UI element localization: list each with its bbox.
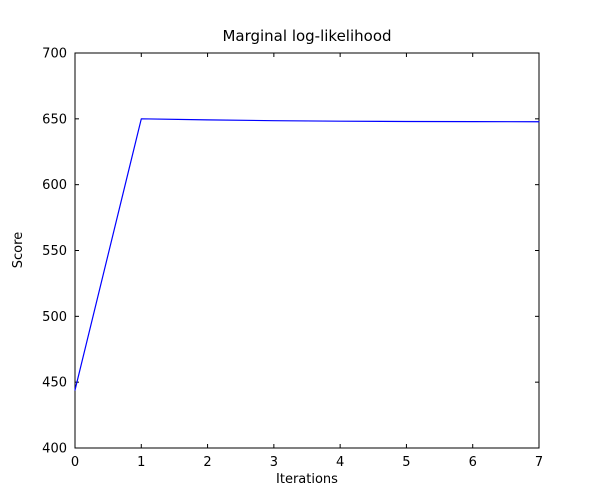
x-tick-label: 3	[270, 455, 278, 470]
y-tick-label: 650	[42, 112, 67, 127]
x-tick-label: 1	[137, 455, 145, 470]
y-tick-label: 600	[42, 178, 67, 193]
x-tick-label: 7	[535, 455, 543, 470]
y-tick-label: 500	[42, 310, 67, 325]
y-tick-label: 700	[42, 47, 67, 62]
plot-border	[74, 52, 540, 449]
line-layer	[74, 118, 540, 391]
x-tick-label: 6	[469, 455, 477, 470]
x-tick-label: 0	[71, 455, 79, 470]
x-tick-label: 4	[336, 455, 344, 470]
ticks-layer: 0 1 2 3 4 5 6 7 400 450 500 550 600 650 700	[42, 47, 543, 471]
y-tick-label: 550	[42, 244, 67, 259]
y-axis-label: Score	[11, 232, 26, 268]
x-tick-label: 2	[203, 455, 211, 470]
y-tick-label: 400	[42, 442, 67, 457]
y-tick-label: 450	[42, 376, 67, 391]
data-line-series	[74, 118, 540, 391]
chart-title: Marginal log-likelihood	[222, 27, 391, 45]
x-axis-label: Iterations	[276, 472, 338, 487]
x-tick-label: 5	[402, 455, 410, 470]
